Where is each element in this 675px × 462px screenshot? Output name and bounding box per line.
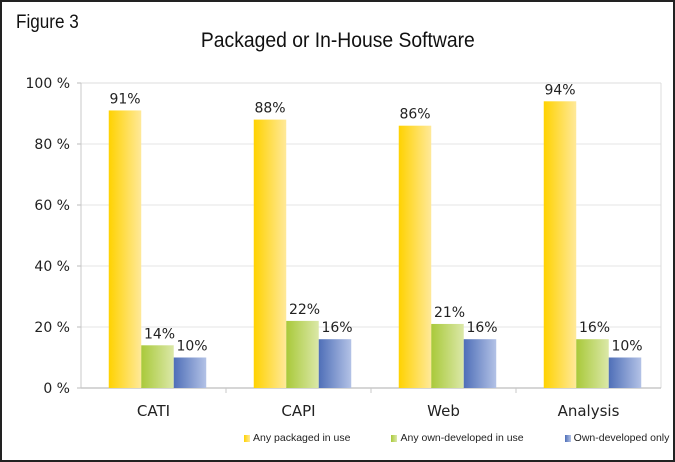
data-label: 16%: [466, 320, 497, 336]
data-label: 16%: [579, 320, 610, 336]
bar-capi-0: [253, 119, 287, 388]
legend-item: Any packaged in use: [244, 432, 350, 444]
data-label: 10%: [611, 339, 642, 355]
legend: Any packaged in use Any own-developed in …: [244, 432, 669, 444]
bar-web-0: [398, 125, 432, 388]
legend-label: Any own-developed in use: [400, 432, 524, 444]
data-label: 86%: [399, 107, 430, 123]
x-category-label: Analysis: [558, 402, 620, 420]
bar-cati-0: [108, 110, 142, 388]
chart-title: Packaged or In-House Software: [0, 29, 675, 53]
figure-label: Figure 3: [16, 12, 79, 33]
data-label: 21%: [434, 305, 465, 321]
data-label: 22%: [289, 302, 320, 318]
legend-label: Any packaged in use: [253, 432, 351, 444]
legend-swatch: [391, 434, 398, 442]
bar-capi-2: [318, 339, 352, 388]
legend-swatch: [564, 434, 571, 442]
bar-cati-1: [141, 345, 174, 388]
y-tick-label: 0 %: [43, 381, 70, 397]
bar-analysis-1: [576, 339, 609, 388]
bar-analysis-0: [543, 101, 577, 389]
data-label: 88%: [254, 101, 285, 117]
chart-title-text: Packaged or In-House Software: [200, 29, 475, 52]
legend-label: Own-developed only: [573, 432, 670, 444]
x-category-label: CAPI: [281, 402, 315, 420]
data-label: 91%: [109, 91, 140, 107]
y-tick-label: 80 %: [34, 137, 70, 153]
y-tick-label: 100 %: [26, 76, 70, 92]
bar-analysis-2: [608, 357, 642, 388]
bar-web-1: [431, 323, 464, 388]
x-category-label: Web: [427, 402, 460, 420]
legend-swatch: [244, 434, 250, 442]
y-tick-label: 40 %: [34, 259, 70, 275]
data-label: 94%: [544, 82, 575, 98]
bar-capi-1: [286, 320, 319, 388]
y-tick-label: 60 %: [34, 198, 70, 214]
data-label: 10%: [176, 339, 207, 355]
x-category-label: CATI: [137, 402, 170, 420]
legend-item: Own-developed only: [564, 432, 670, 444]
bar-web-2: [463, 339, 497, 388]
data-label: 16%: [321, 320, 352, 336]
data-label: 14%: [144, 326, 175, 342]
legend-item: Any own-developed in use: [391, 432, 524, 444]
y-tick-label: 20 %: [34, 320, 70, 336]
bar-cati-2: [173, 357, 207, 388]
